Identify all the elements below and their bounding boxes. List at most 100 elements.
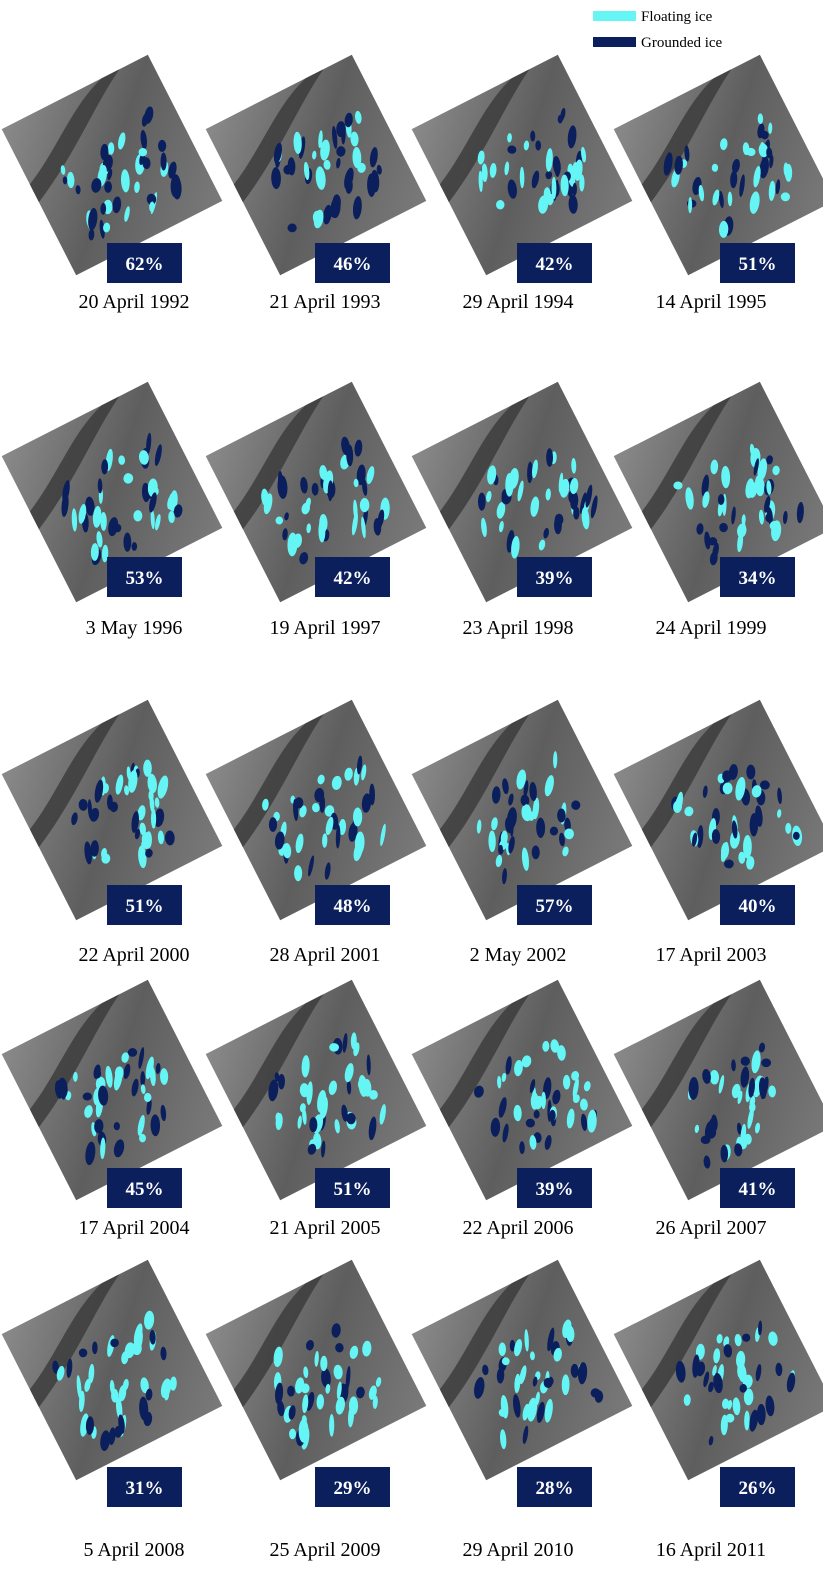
lake [62,176,68,185]
lake [590,495,598,519]
lake [525,1118,535,1128]
date-label: 2 May 2002 [470,944,567,966]
lake [168,493,173,511]
lake [709,1069,720,1085]
date-label: 3 May 1996 [86,617,183,639]
lake [115,1396,123,1420]
lake [765,1395,775,1417]
lake [375,1377,382,1387]
lake [732,1397,741,1416]
lake [138,1047,145,1069]
lake [768,1085,776,1098]
lake [100,202,107,215]
river-channel [233,714,324,848]
lake [96,531,103,548]
lake [521,847,529,871]
lake [141,839,151,850]
lake [731,1083,741,1099]
lake [312,150,317,160]
legend-label: Floating ice [641,9,713,25]
lake [581,507,590,530]
lake [164,1390,170,1401]
lake [688,1076,699,1100]
lake [538,539,546,551]
lake [501,1357,510,1366]
lake [502,1123,509,1143]
lake [362,1340,372,1357]
river-channel [439,994,530,1128]
lake [88,207,98,231]
lake [514,1373,521,1394]
lake [101,847,108,859]
lake [344,1063,354,1083]
lake [75,185,81,195]
lake [511,536,520,559]
lake [78,503,87,524]
percent-label: 51% [739,254,777,275]
lake [583,1081,591,1092]
lake [361,516,366,539]
date-label: 28 April 2001 [269,944,380,966]
lake [302,1394,309,1414]
lake [486,490,492,503]
lake [504,161,510,176]
lake [99,219,105,239]
percent-box [315,885,390,925]
lake [105,1065,113,1088]
lake [720,1144,729,1163]
image-background [1,1259,223,1481]
lake [352,196,362,220]
lake [92,1341,98,1355]
lake [153,808,165,827]
lake [263,493,273,515]
lake [532,797,540,820]
lake [295,1377,305,1394]
lake [341,124,346,145]
date-label: 16 April 2011 [656,1539,766,1561]
lake [754,1122,761,1134]
lake [356,1386,365,1399]
lake [303,1366,309,1379]
lake [749,1102,756,1113]
lake [524,1329,529,1352]
lake [522,804,532,822]
lake [796,501,804,524]
lake [742,1333,751,1342]
lake [550,1039,560,1053]
lake [131,542,138,551]
lake [150,808,157,829]
date-label: 21 April 2005 [269,1217,380,1239]
lake [703,1155,711,1169]
lake [350,131,359,147]
lake [87,799,93,819]
lake [502,868,507,885]
image-background [613,699,823,921]
date-label: 22 April 2000 [78,944,189,966]
lake [372,1395,378,1409]
percent-box [315,243,390,283]
lake [274,1072,280,1082]
lake [299,552,309,565]
lake [581,146,587,163]
river-channel [439,396,530,530]
lake [127,1048,138,1057]
lake [306,1391,315,1411]
lake [344,767,353,781]
percent-label: 46% [334,254,372,275]
lake [474,1085,484,1098]
lake [295,833,304,854]
lake [546,448,554,467]
lake [552,156,561,176]
percent-box [107,243,182,283]
lake [685,487,694,510]
river-channel [29,69,120,203]
lake [100,143,109,161]
lake [766,455,774,465]
lake [322,833,328,848]
lake [78,1348,88,1358]
lake [353,840,363,862]
lake [289,1428,297,1440]
lake [329,1043,339,1052]
